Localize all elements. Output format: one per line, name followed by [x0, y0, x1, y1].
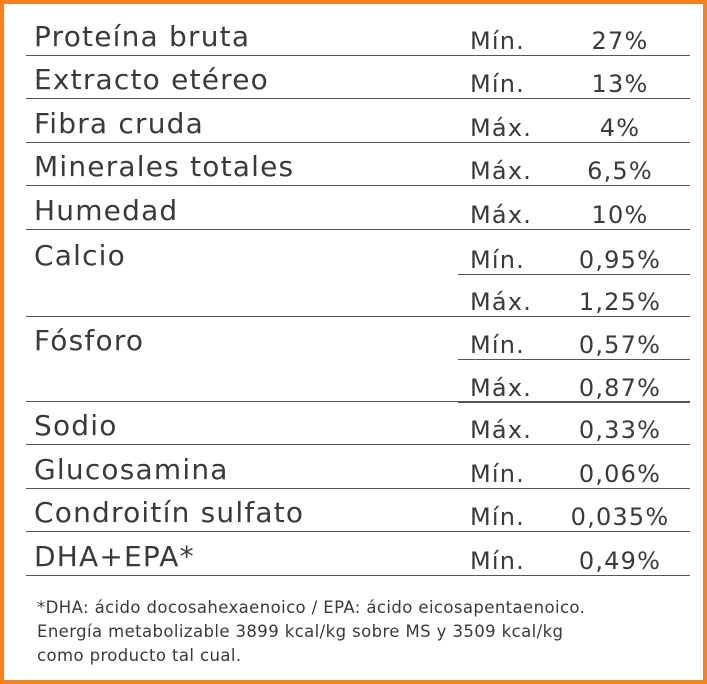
- limit-type: Mín.: [470, 70, 526, 99]
- limit-type: Mín.: [470, 245, 526, 274]
- nutrient-name: Minerales totales: [34, 150, 295, 184]
- nutrient-value: 0,95%: [578, 245, 662, 274]
- table-row: Fósforo Mín. 0,57%: [26, 315, 690, 360]
- nutrient-value: 0,49%: [578, 546, 662, 575]
- nutrient-value: 0,33%: [578, 415, 662, 444]
- limit-type: Máx.: [470, 200, 533, 229]
- nutrient-name: Sodio: [34, 408, 118, 442]
- limit-type: Mín.: [470, 459, 526, 488]
- limit-type: Máx.: [470, 113, 533, 142]
- nutrient-value: 0,57%: [578, 331, 662, 360]
- footnote-line: Energía metabolizable 3899 kcal/kg sobre…: [37, 622, 564, 641]
- table-row: Máx. 0,87%: [458, 359, 690, 403]
- nutrient-name: Fósforo: [34, 324, 145, 358]
- nutrient-value: 0,87%: [578, 373, 662, 402]
- limit-type: Mín.: [470, 331, 526, 360]
- table-row: Fibra cruda Máx. 4%: [26, 99, 690, 143]
- nutrient-name: Humedad: [34, 193, 179, 227]
- limit-type: Mín.: [470, 503, 526, 532]
- nutrient-name: Proteína bruta: [34, 19, 251, 53]
- nutrient-name: Calcio: [34, 238, 126, 272]
- limit-type: Mín.: [470, 546, 526, 575]
- footnote: *DHA: ácido docosahexaenoico / EPA: ácid…: [37, 596, 687, 668]
- nutrient-value: 4%: [599, 113, 641, 142]
- nutrient-name: DHA+EPA*: [34, 539, 195, 573]
- nutrient-value: 27%: [591, 26, 649, 55]
- table-row: DHA+EPA* Mín. 0,49%: [26, 532, 690, 576]
- nutrient-value: 10%: [591, 200, 649, 229]
- table-row: Condroitín sulfato Mín. 0,035%: [26, 489, 690, 533]
- nutrient-value: 13%: [591, 70, 649, 99]
- table-row: Glucosamina Mín. 0,06%: [26, 445, 690, 489]
- footnote-line: *DHA: ácido docosahexaenoico / EPA: ácid…: [37, 598, 586, 617]
- table-row: Extracto etéreo Mín. 13%: [26, 56, 690, 100]
- nutrient-name: Condroitín sulfato: [34, 496, 305, 530]
- table-row: Minerales totales Máx. 6,5%: [26, 143, 690, 187]
- nutrient-name: Fibra cruda: [34, 106, 204, 140]
- nutrient-name: Extracto etéreo: [34, 63, 269, 97]
- table-row: Humedad Máx. 10%: [26, 186, 690, 230]
- nutrient-value: 0,06%: [578, 459, 662, 488]
- limit-type: Máx.: [470, 288, 533, 317]
- table-row: Máx. 1,25%: [458, 273, 690, 318]
- limit-type: Máx.: [470, 157, 533, 186]
- nutrient-value: 1,25%: [578, 288, 662, 317]
- limit-type: Máx.: [470, 415, 533, 444]
- table-row: Calcio Mín. 0,95%: [26, 230, 690, 274]
- nutrient-value: 6,5%: [587, 157, 653, 186]
- limit-type: Máx.: [470, 373, 533, 402]
- nutrient-value: 0,035%: [570, 503, 670, 532]
- nutrient-name: Glucosamina: [34, 452, 229, 486]
- guaranteed-analysis-table: Proteína bruta Mín. 27% Extracto etéreo …: [26, 12, 690, 576]
- table-row: Sodio Máx. 0,33%: [26, 401, 690, 445]
- table-row: Proteína bruta Mín. 27%: [26, 12, 690, 56]
- limit-type: Mín.: [470, 26, 526, 55]
- footnote-line: como producto tal cual.: [37, 646, 242, 665]
